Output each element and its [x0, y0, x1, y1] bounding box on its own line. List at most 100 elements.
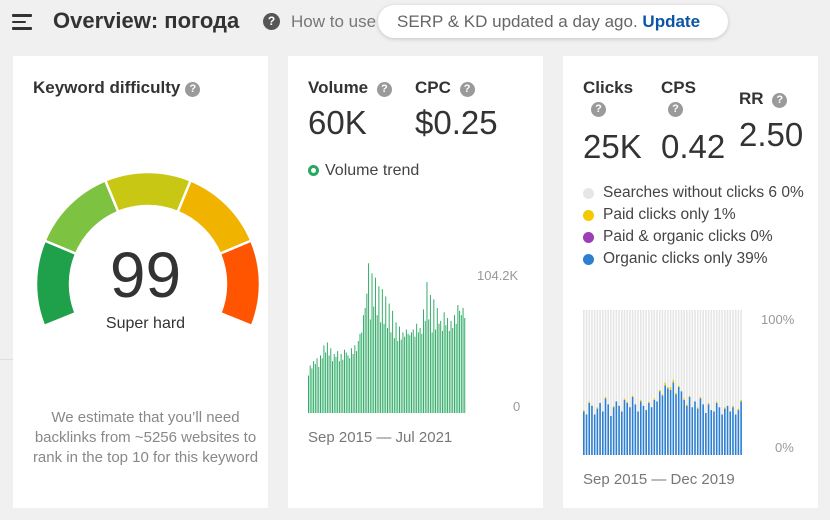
clicks-bar-segment: [599, 402, 601, 455]
clicks-bar-segment: [596, 408, 599, 455]
clicks-bar-segment: [648, 310, 650, 402]
rr-value: 2.50: [739, 116, 804, 153]
cpc-help-icon[interactable]: ?: [459, 82, 475, 97]
clicks-bar-segment: [604, 310, 607, 397]
volume-bar: [323, 345, 325, 413]
clicks-bar-segment: [726, 405, 729, 455]
legend-item-paid[interactable]: Paid clicks only 1%: [583, 204, 808, 226]
clicks-bar-segment: [710, 310, 713, 411]
clicks-bar-segment: [734, 310, 737, 415]
clicks-value: 25K: [583, 128, 642, 165]
volume-date-range: Sep 2015 — Jul 2021: [308, 429, 453, 446]
volume-bar: [411, 332, 412, 413]
question-circle-icon[interactable]: ?: [263, 13, 280, 30]
clicks-help-icon[interactable]: ?: [591, 102, 606, 117]
clicks-bar-segment: [688, 397, 691, 455]
volume-bar: [378, 286, 380, 413]
volume-bar: [308, 375, 309, 413]
volume-help-icon[interactable]: ?: [376, 82, 392, 97]
clicks-bar-segment: [699, 397, 702, 399]
page-title: Overview: погода: [53, 8, 240, 33]
clicks-bar-segment: [737, 408, 740, 411]
volume-bar: [350, 348, 352, 413]
volume-bar: [390, 332, 392, 413]
clicks-bar-segment: [639, 401, 642, 455]
clicks-bar-segment: [599, 310, 601, 403]
clicks-bar-segment: [588, 310, 591, 402]
volume-trend-legend[interactable]: Volume trend: [308, 162, 419, 180]
menu-icon[interactable]: [12, 14, 32, 30]
clicks-bar-segment: [672, 382, 675, 455]
volume-bar: [385, 296, 387, 413]
clicks-bar-segment: [653, 398, 656, 400]
clicks-bar-segment: [718, 310, 721, 408]
volume-bar: [342, 359, 344, 413]
volume-bar: [445, 325, 447, 413]
volume-value: 60K: [308, 104, 367, 141]
clicks-bar-segment: [661, 310, 664, 395]
clicks-bar-segment: [729, 411, 732, 455]
volume-bar: [359, 333, 361, 413]
volume-bar: [431, 332, 433, 413]
volume-y-max: 104.2K: [477, 268, 519, 283]
cps-help-icon[interactable]: ?: [668, 102, 683, 117]
volume-bar: [400, 339, 402, 413]
clicks-bar-segment: [623, 399, 626, 455]
clicks-bar-segment: [593, 310, 596, 415]
volume-bar: [436, 307, 438, 413]
clicks-bar-segment: [675, 394, 677, 455]
legend-dot: [583, 210, 594, 221]
legend-label: Paid clicks only 1%: [603, 206, 736, 223]
volume-bar: [364, 307, 366, 413]
clicks-bar-segment: [639, 399, 642, 402]
legend-item-organic[interactable]: Organic clicks only 39%: [583, 248, 808, 270]
update-link[interactable]: Update: [642, 12, 701, 31]
volume-bar: [347, 355, 349, 413]
volume-bar: [371, 273, 373, 413]
rr-help-icon[interactable]: ?: [772, 93, 788, 108]
clicks-bar-segment: [620, 310, 623, 412]
volume-bar: [402, 332, 404, 413]
clicks-bar-segment: [726, 310, 729, 406]
clicks-bar-segment: [705, 412, 707, 455]
divider: [0, 359, 13, 360]
volume-bar: [404, 336, 406, 413]
gauge-segment: [218, 238, 262, 328]
how-to-use-link[interactable]: How to use: [291, 12, 377, 31]
volume-bar: [349, 358, 351, 413]
volume-bar: [376, 315, 378, 413]
clicks-bar-segment: [686, 404, 688, 406]
clicks-bar-segment: [612, 310, 615, 406]
kd-title: Keyword difficulty?: [33, 78, 201, 98]
clicks-bar-segment: [661, 395, 664, 455]
clicks-bar-segment: [718, 407, 721, 455]
clicks-bar-segment: [737, 310, 740, 409]
clicks-bar-segment: [683, 310, 685, 399]
volume-bar: [429, 294, 431, 413]
clicks-bar-segment: [724, 310, 726, 408]
volume-bar: [416, 323, 418, 413]
legend-item-paid-organic[interactable]: Paid & organic clicks 0%: [583, 226, 808, 248]
volume-bar: [311, 368, 313, 413]
clicks-bar-segment: [691, 310, 694, 408]
kd-help-icon[interactable]: ?: [185, 82, 201, 97]
clicks-bar-segment: [737, 410, 740, 455]
volume-bar: [380, 322, 382, 413]
volume-trend-chart[interactable]: [306, 261, 546, 416]
volume-bar: [337, 351, 339, 413]
clicks-bar-segment: [696, 407, 699, 409]
cps-label: CPS: [661, 78, 696, 97]
clicks-chart[interactable]: [581, 309, 746, 457]
clicks-bar-segment: [648, 401, 650, 403]
clicks-bar-segment: [648, 402, 650, 455]
volume-bar: [333, 353, 335, 413]
volume-bar: [366, 293, 368, 413]
clicks-bar-segment: [715, 310, 718, 402]
kd-label: Super hard: [105, 315, 186, 332]
legend-item-no-clicks[interactable]: Searches without clicks 6 0%: [583, 182, 808, 204]
volume-y-min: 0: [513, 399, 521, 414]
clicks-bar-segment: [634, 404, 637, 455]
volume-bar: [314, 364, 316, 413]
clicks-bar-segment: [585, 414, 588, 455]
volume-bar: [344, 349, 346, 413]
